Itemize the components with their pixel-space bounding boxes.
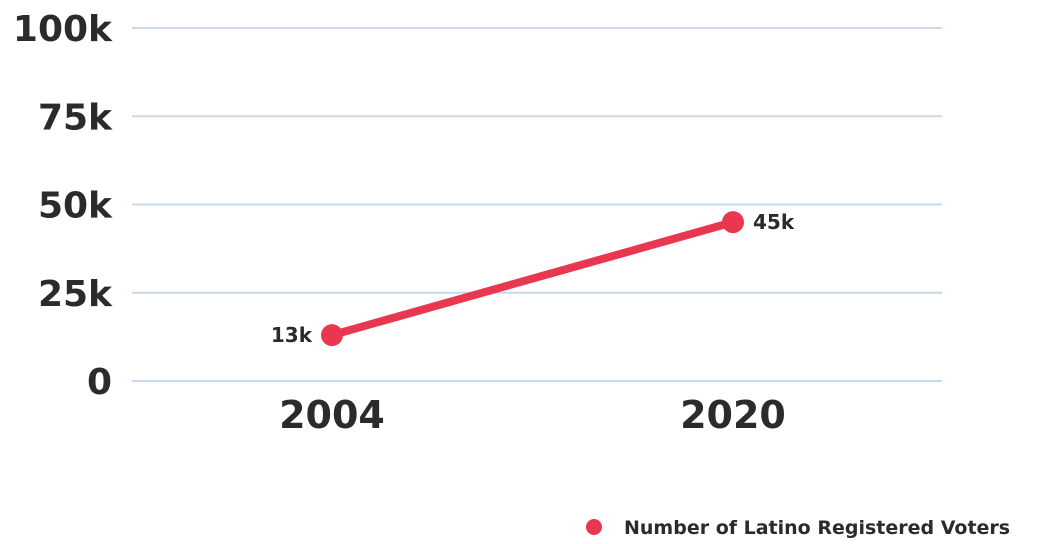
- y-tick-label: 100k: [13, 9, 113, 50]
- y-axis-ticks: 0 25k 50k 75k 100k: [13, 9, 113, 403]
- x-axis-ticks: 2004 2020: [279, 393, 786, 437]
- legend-label: Number of Latino Registered Voters: [624, 517, 1010, 539]
- legend: Number of Latino Registered Voters: [586, 517, 1010, 539]
- data-point: [321, 324, 343, 347]
- data-point: [722, 211, 744, 234]
- gridlines: [132, 27, 942, 382]
- x-tick-label: 2004: [279, 393, 385, 437]
- series-layer: [321, 211, 744, 347]
- data-labels: 13k 45k: [271, 210, 795, 347]
- y-tick-label: 25k: [38, 274, 113, 315]
- y-tick-label: 0: [87, 362, 112, 403]
- y-tick-label: 75k: [38, 97, 113, 138]
- legend-swatch: [586, 519, 602, 535]
- x-tick-label: 2020: [680, 393, 786, 437]
- data-label: 45k: [753, 210, 795, 234]
- series-line: [328, 218, 737, 340]
- y-tick-label: 50k: [38, 186, 113, 227]
- data-label: 13k: [271, 323, 313, 347]
